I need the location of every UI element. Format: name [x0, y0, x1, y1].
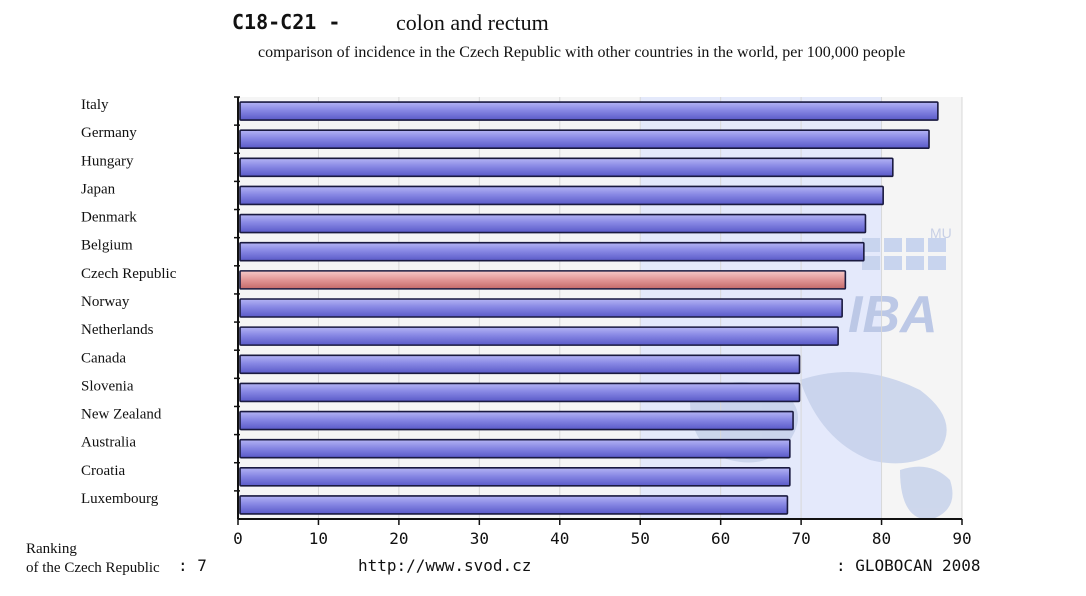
category-label: Belgium: [81, 238, 133, 254]
bar-norway: [239, 298, 843, 318]
category-label: Czech Republic: [81, 266, 177, 282]
bar-luxembourg: [239, 495, 789, 515]
ranking-value: : 7: [178, 556, 207, 575]
category-label: Australia: [81, 435, 136, 451]
category-label: Luxembourg: [81, 491, 159, 507]
ranking-label: Ranking of the Czech Republic: [26, 540, 160, 578]
x-tick-label: 20: [389, 529, 408, 548]
x-tick-label: 40: [550, 529, 569, 548]
x-tick-label: 80: [872, 529, 891, 548]
x-tick-label: 90: [952, 529, 971, 548]
category-label: Germany: [81, 125, 137, 141]
x-tick-label: 30: [470, 529, 489, 548]
category-label: Japan: [81, 181, 116, 197]
chart-title: colon and rectum: [396, 10, 549, 35]
bar-slovenia: [239, 382, 801, 403]
ranking-label-line1: Ranking: [26, 541, 77, 557]
bar-hungary: [239, 157, 894, 178]
category-label: Denmark: [81, 210, 137, 226]
x-tick-label: 70: [791, 529, 810, 548]
x-tick-label: 50: [631, 529, 650, 548]
category-label: New Zealand: [81, 407, 162, 423]
bar-belgium: [239, 241, 865, 262]
bar-denmark: [239, 213, 867, 234]
category-label: Slovenia: [81, 378, 134, 394]
watermark-small-text: MU: [930, 225, 952, 241]
bar-netherlands: [239, 326, 839, 346]
x-tick-label: 60: [711, 529, 730, 548]
bar-croatia: [239, 466, 791, 487]
bar-australia: [239, 438, 791, 459]
category-label: Netherlands: [81, 322, 154, 338]
bar-italy: [239, 101, 939, 121]
x-tick-label: 0: [233, 529, 243, 548]
category-label: Croatia: [81, 463, 125, 479]
bar-new-zealand: [239, 410, 794, 431]
data-source: : GLOBOCAN 2008: [836, 556, 981, 575]
x-tick-label: 10: [309, 529, 328, 548]
chart-subtitle: comparison of incidence in the Czech Rep…: [258, 44, 906, 61]
bar-japan: [239, 185, 884, 206]
ranking-label-line2: of the Czech Republic: [26, 560, 160, 576]
bar-germany: [239, 129, 930, 149]
bar-canada: [239, 354, 801, 375]
category-label: Italy: [81, 97, 109, 113]
watermark-text: IBA: [848, 286, 938, 344]
category-label: Hungary: [81, 153, 134, 169]
category-label: Norway: [81, 294, 130, 310]
cancer-code: C18-C21 -: [232, 10, 341, 34]
source-url: http://www.svod.cz: [358, 556, 532, 575]
category-label: Canada: [81, 350, 126, 366]
bar-czech-republic: [239, 270, 847, 290]
